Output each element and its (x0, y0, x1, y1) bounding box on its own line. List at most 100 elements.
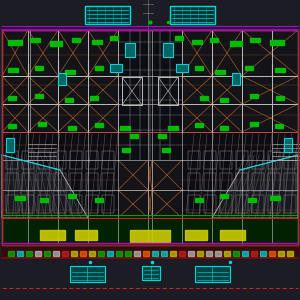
Bar (2, 30, 298, 245)
Bar (188, 251, 194, 256)
Bar (95, 123, 103, 127)
Bar (92, 40, 102, 44)
Bar (86, 151, 98, 169)
Bar (2, 215, 298, 243)
Bar (188, 195, 200, 213)
Bar (250, 38, 260, 42)
Bar (2, 104, 30, 132)
Bar (102, 195, 114, 213)
Bar (6, 173, 18, 191)
Bar (130, 230, 170, 242)
Bar (88, 104, 118, 132)
Bar (54, 173, 66, 191)
Bar (195, 198, 203, 202)
Bar (58, 73, 66, 85)
Bar (195, 266, 230, 282)
Polygon shape (212, 155, 298, 218)
Bar (95, 198, 103, 202)
Bar (276, 96, 284, 100)
Bar (53, 251, 59, 256)
Bar (158, 77, 178, 105)
Bar (175, 36, 183, 40)
Bar (22, 173, 34, 191)
Bar (272, 76, 298, 104)
Bar (58, 104, 88, 132)
Bar (275, 68, 285, 72)
Bar (269, 251, 275, 256)
Bar (250, 94, 258, 98)
Bar (188, 173, 200, 191)
Bar (270, 40, 284, 45)
Bar (278, 251, 284, 256)
Bar (220, 98, 228, 102)
Bar (8, 40, 22, 45)
Bar (22, 151, 34, 169)
Bar (284, 173, 296, 191)
Bar (200, 96, 208, 100)
Bar (40, 230, 65, 240)
Bar (212, 104, 242, 132)
Bar (206, 251, 212, 256)
Bar (143, 251, 149, 256)
Bar (224, 251, 230, 256)
Bar (22, 195, 34, 213)
Bar (95, 66, 103, 70)
Bar (197, 251, 203, 256)
Bar (252, 173, 264, 191)
Bar (70, 151, 82, 169)
Bar (2, 30, 30, 76)
Bar (176, 64, 188, 72)
Bar (230, 41, 242, 46)
Bar (168, 126, 178, 130)
Bar (130, 134, 138, 138)
Bar (195, 266, 230, 282)
Bar (85, 6, 130, 24)
Bar (107, 251, 113, 256)
Bar (8, 68, 18, 72)
Bar (176, 64, 188, 72)
Bar (215, 70, 225, 74)
Bar (2, 215, 298, 243)
Bar (272, 104, 298, 132)
Bar (118, 30, 182, 160)
Bar (220, 195, 232, 213)
Bar (284, 195, 296, 213)
Bar (252, 195, 264, 213)
Bar (120, 126, 130, 130)
Bar (272, 30, 298, 76)
Bar (68, 194, 76, 198)
Bar (204, 173, 216, 191)
Bar (284, 138, 292, 152)
Bar (58, 76, 88, 104)
Bar (35, 66, 43, 70)
Bar (245, 66, 253, 70)
Bar (85, 6, 130, 24)
Bar (212, 30, 242, 76)
Bar (232, 73, 240, 85)
Bar (70, 266, 105, 282)
Bar (188, 151, 200, 169)
Bar (26, 251, 32, 256)
Bar (2, 76, 30, 104)
Bar (88, 30, 118, 76)
Bar (70, 266, 105, 282)
Bar (204, 195, 216, 213)
Bar (70, 195, 82, 213)
Bar (102, 151, 114, 169)
Bar (242, 104, 272, 132)
Bar (58, 30, 88, 76)
Bar (134, 251, 140, 256)
Bar (35, 94, 43, 98)
Bar (268, 195, 280, 213)
Bar (6, 151, 18, 169)
Bar (6, 195, 18, 213)
Bar (170, 6, 215, 24)
Bar (17, 251, 23, 256)
Bar (152, 251, 158, 256)
Bar (185, 230, 207, 240)
Bar (192, 40, 202, 44)
Bar (179, 251, 185, 256)
Bar (242, 30, 272, 76)
Bar (268, 151, 280, 169)
Bar (242, 76, 272, 104)
